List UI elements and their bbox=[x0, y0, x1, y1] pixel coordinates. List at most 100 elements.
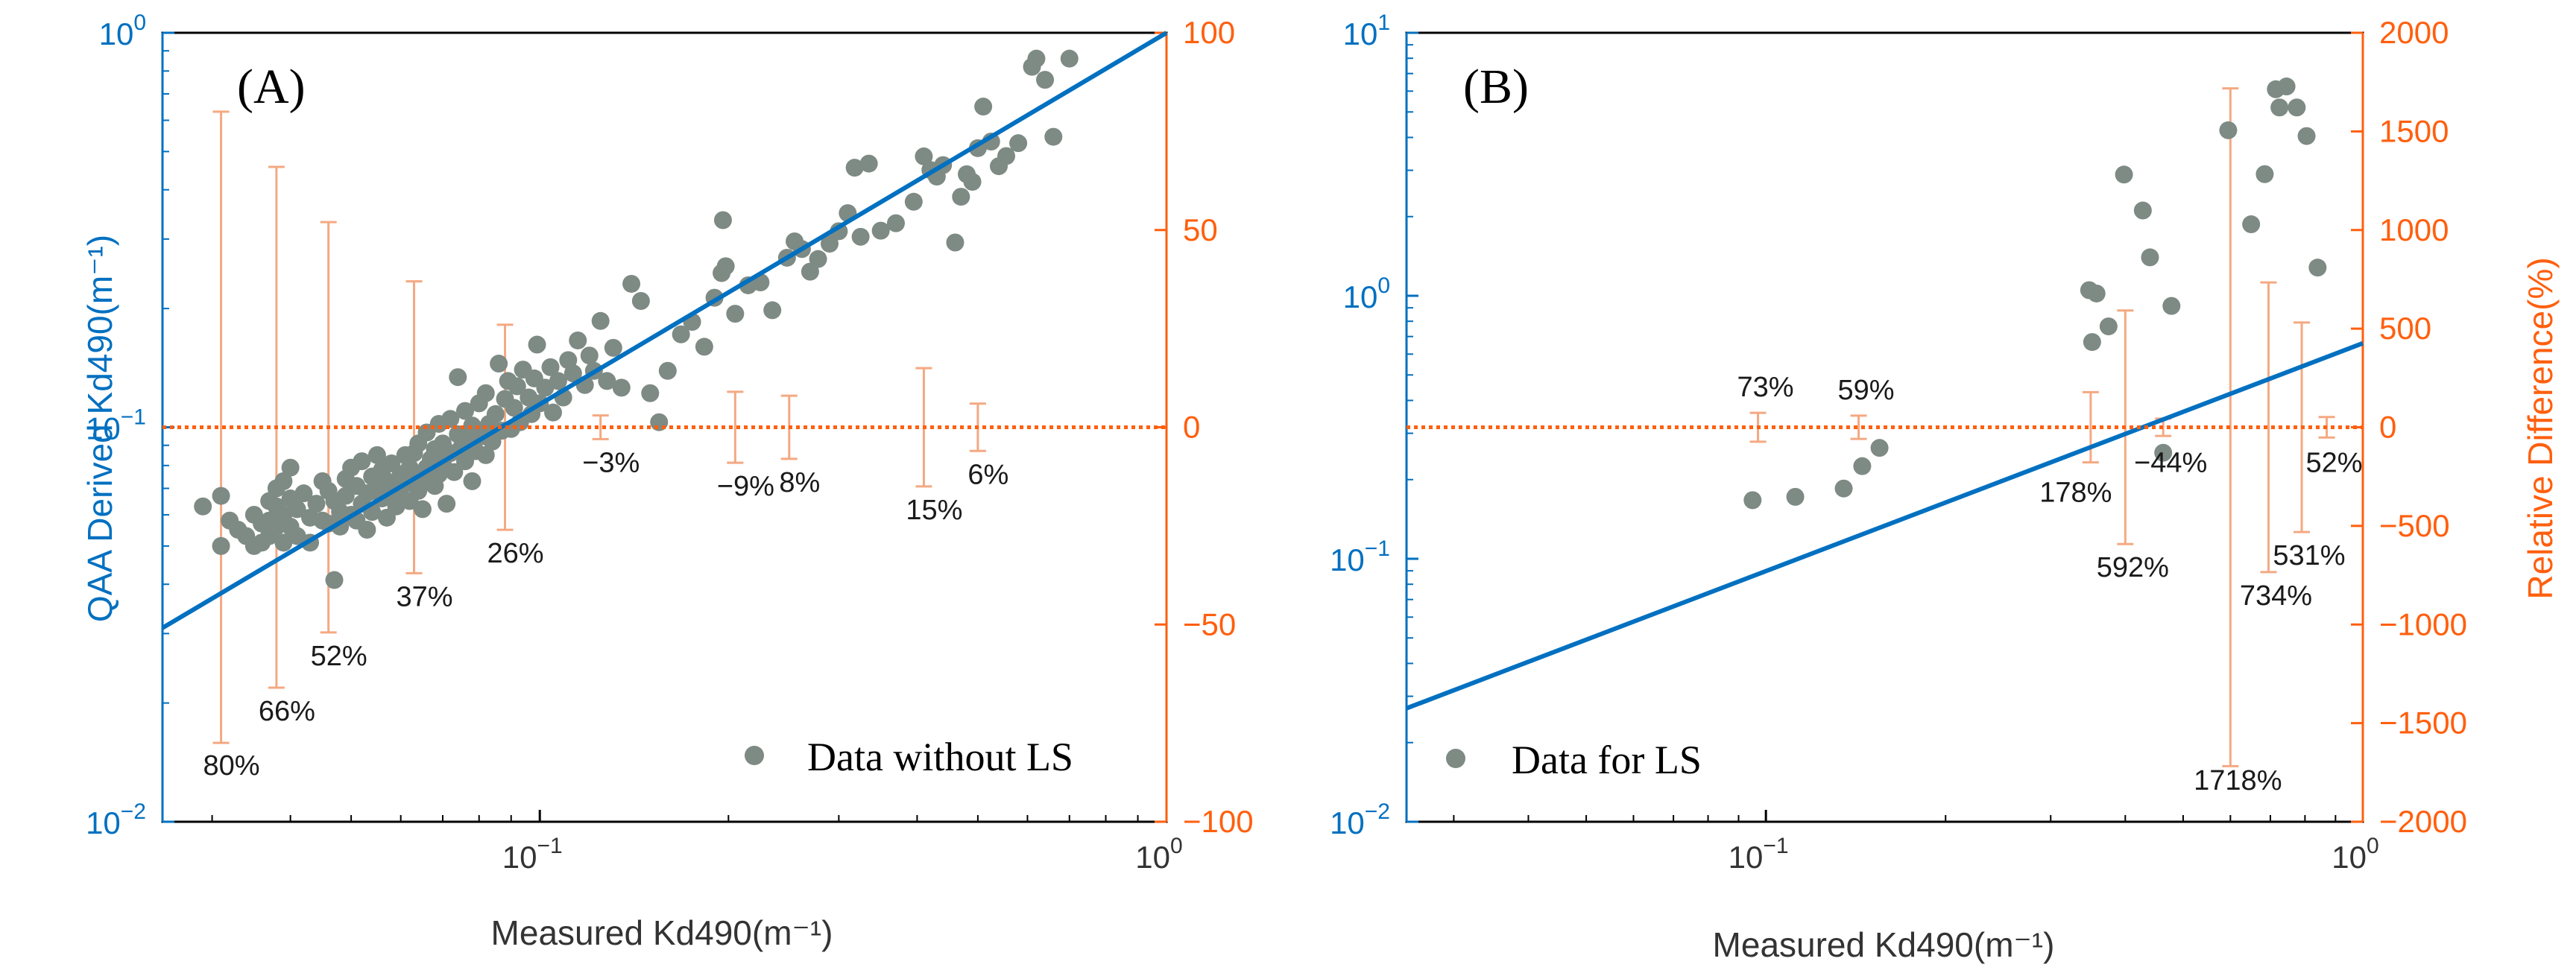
data-point bbox=[294, 484, 313, 503]
data-point bbox=[641, 384, 660, 402]
error-bar bbox=[2260, 281, 2277, 574]
error-bar bbox=[2082, 390, 2099, 464]
data-point bbox=[1060, 49, 1079, 68]
data-point bbox=[726, 305, 745, 323]
panel-b: 10−1 10010−210−1100101−2000−1500−1000−500… bbox=[1330, 10, 2560, 964]
y-tick-base: 10 bbox=[99, 16, 134, 51]
data-point bbox=[449, 368, 467, 387]
y-tick-label: 100 bbox=[99, 10, 146, 51]
y-tick-exponent: −2 bbox=[121, 799, 146, 824]
data-point bbox=[212, 486, 230, 505]
data-point bbox=[2242, 215, 2261, 234]
data-point bbox=[486, 405, 505, 423]
data-point bbox=[809, 250, 827, 268]
data-point bbox=[2255, 165, 2274, 183]
x-tick-exponent: 0 bbox=[2367, 834, 2379, 858]
y-tick-exponent: −1 bbox=[1365, 536, 1390, 561]
y2-tick-label: −50 bbox=[1183, 606, 1236, 641]
y2-tick-label: 0 bbox=[1183, 410, 1200, 445]
data-point bbox=[1853, 457, 1872, 475]
error-bar-label: 6% bbox=[967, 459, 1008, 490]
data-point bbox=[658, 361, 677, 380]
error-bar-label: 59% bbox=[1838, 375, 1895, 406]
data-point bbox=[612, 378, 631, 397]
data-point bbox=[476, 446, 495, 464]
data-point bbox=[2297, 127, 2316, 145]
data-point bbox=[915, 147, 933, 165]
data-point bbox=[281, 458, 300, 477]
data-point bbox=[1009, 134, 1028, 153]
fit-line bbox=[1405, 340, 2364, 711]
y2-axis-label: Relative Difference(%) bbox=[2521, 257, 2560, 599]
y-tick-base: 10 bbox=[1330, 542, 1365, 577]
legend-label: Data without LS bbox=[807, 735, 1073, 779]
data-point bbox=[622, 274, 641, 293]
data-point bbox=[763, 301, 782, 320]
error-bar bbox=[592, 414, 609, 440]
data-point bbox=[716, 257, 735, 276]
y-tick-exponent: 1 bbox=[1377, 10, 1390, 35]
data-point bbox=[2083, 333, 2101, 352]
data-point bbox=[851, 227, 870, 246]
data-point bbox=[2099, 317, 2118, 336]
data-point bbox=[997, 147, 1016, 165]
data-point bbox=[2308, 259, 2327, 277]
data-point bbox=[476, 384, 495, 402]
data-point bbox=[367, 446, 386, 464]
data-point bbox=[2141, 248, 2159, 267]
y2-tick-label: 100 bbox=[1183, 15, 1235, 50]
x-tick-label: 10−1 bbox=[502, 834, 563, 875]
error-bar-label: 80% bbox=[203, 750, 260, 782]
data-point bbox=[974, 98, 993, 116]
data-point bbox=[1786, 487, 1805, 506]
error-bar bbox=[727, 390, 744, 464]
x-tick-exponent: 0 bbox=[1170, 834, 1183, 858]
error-bar bbox=[2222, 87, 2239, 767]
data-point bbox=[274, 472, 293, 490]
y-tick-base: 10 bbox=[1343, 16, 1378, 51]
data-point bbox=[963, 173, 982, 191]
y-tick-label: 100 bbox=[1343, 273, 1390, 314]
data-point bbox=[564, 364, 582, 383]
error-bar-label: −3% bbox=[582, 447, 640, 478]
data-point bbox=[1044, 127, 1063, 146]
y-tick-label: 10−2 bbox=[86, 799, 146, 840]
data-point bbox=[820, 235, 839, 253]
data-point bbox=[1870, 439, 1889, 457]
y-tick-exponent: 0 bbox=[1377, 273, 1390, 298]
x-tick-label: 10−1 bbox=[1729, 834, 1789, 875]
data-point bbox=[463, 472, 482, 490]
data-point bbox=[859, 154, 878, 173]
error-bar-label: 531% bbox=[2273, 540, 2345, 571]
data-point bbox=[325, 571, 344, 589]
x-tick-base: 10 bbox=[502, 840, 537, 875]
legend-marker bbox=[1446, 749, 1465, 768]
data-point bbox=[2162, 297, 2181, 315]
data-point bbox=[353, 452, 371, 471]
error-bar-label: 15% bbox=[906, 495, 962, 526]
data-point bbox=[274, 533, 293, 552]
y-tick-base: 10 bbox=[1343, 279, 1378, 314]
x-tick-base: 10 bbox=[1729, 840, 1764, 875]
y2-tick-label: −1500 bbox=[2379, 706, 2467, 741]
data-point bbox=[1743, 491, 1762, 510]
data-point bbox=[541, 358, 560, 376]
data-point bbox=[2270, 98, 2289, 117]
error-bar-label: −9% bbox=[717, 471, 774, 502]
y2-tick-label: −1000 bbox=[2379, 606, 2467, 641]
data-point bbox=[2087, 284, 2106, 302]
data-point bbox=[580, 346, 599, 365]
error-bar-label: 26% bbox=[487, 538, 543, 569]
data-point bbox=[528, 335, 546, 354]
panel-a-label: (A) bbox=[237, 60, 306, 114]
y2-tick-label: 50 bbox=[1183, 212, 1218, 247]
data-point bbox=[713, 211, 732, 229]
legend-marker bbox=[745, 746, 764, 765]
data-point bbox=[2277, 77, 2296, 96]
data-point bbox=[438, 495, 456, 513]
y2-tick-label: 0 bbox=[2379, 410, 2396, 445]
data-point bbox=[508, 377, 526, 396]
x-tick-exponent: −1 bbox=[537, 834, 562, 858]
fit-line bbox=[161, 31, 1168, 630]
data-point bbox=[505, 399, 523, 417]
